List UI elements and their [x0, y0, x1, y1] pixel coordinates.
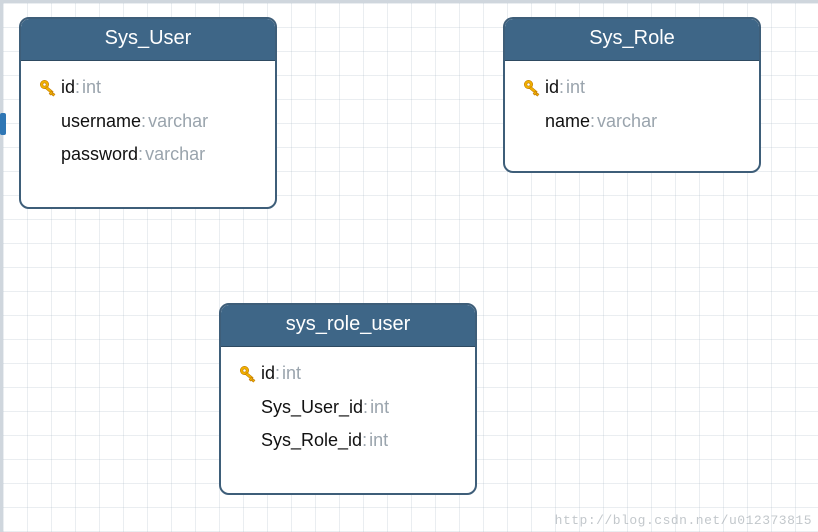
entity-sys_role_user[interactable]: sys_role_user id:intSys_User_id:intSys_R… — [219, 303, 477, 495]
primary-key-icon — [38, 78, 58, 98]
column-type: varchar — [148, 111, 208, 133]
key-slot — [519, 78, 545, 98]
primary-key-icon — [522, 78, 542, 98]
ruler-tick — [0, 113, 6, 135]
column-separator: : — [275, 363, 280, 385]
column-row: Sys_User_id:int — [235, 391, 461, 425]
column-type: int — [369, 430, 388, 452]
column-separator: : — [559, 77, 564, 99]
column-name: id — [261, 363, 275, 385]
watermark-text: http://blog.csdn.net/u012373815 — [555, 513, 812, 528]
entity-title: Sys_User — [21, 19, 275, 61]
column-separator: : — [363, 397, 368, 419]
primary-key-icon — [238, 364, 258, 384]
column-name: Sys_User_id — [261, 397, 363, 419]
column-separator: : — [75, 77, 80, 99]
column-name: name — [545, 111, 590, 133]
column-row: id:int — [35, 71, 261, 105]
column-type: varchar — [145, 144, 205, 166]
entity-title: sys_role_user — [221, 305, 475, 347]
column-separator: : — [362, 430, 367, 452]
entity-sys_role[interactable]: Sys_Role id:intname:varchar — [503, 17, 761, 173]
column-separator: : — [590, 111, 595, 133]
column-row: name:varchar — [519, 105, 745, 139]
entity-title: Sys_Role — [505, 19, 759, 61]
erd-canvas[interactable]: Sys_User id:intusername:varcharpassword:… — [0, 0, 818, 532]
column-separator: : — [141, 111, 146, 133]
entity-sys_user[interactable]: Sys_User id:intusername:varcharpassword:… — [19, 17, 277, 209]
column-name: id — [545, 77, 559, 99]
entity-columns: id:intSys_User_id:intSys_Role_id:int — [221, 347, 475, 472]
column-type: int — [82, 77, 101, 99]
entity-columns: id:intusername:varcharpassword:varchar — [21, 61, 275, 186]
key-slot — [35, 78, 61, 98]
column-type: int — [566, 77, 585, 99]
column-row: id:int — [519, 71, 745, 105]
column-row: Sys_Role_id:int — [235, 424, 461, 458]
column-row: id:int — [235, 357, 461, 391]
column-row: password:varchar — [35, 138, 261, 172]
column-type: varchar — [597, 111, 657, 133]
column-name: id — [61, 77, 75, 99]
key-slot — [235, 364, 261, 384]
column-name: password — [61, 144, 138, 166]
column-name: Sys_Role_id — [261, 430, 362, 452]
column-row: username:varchar — [35, 105, 261, 139]
column-type: int — [282, 363, 301, 385]
column-separator: : — [138, 144, 143, 166]
column-type: int — [370, 397, 389, 419]
column-name: username — [61, 111, 141, 133]
entity-columns: id:intname:varchar — [505, 61, 759, 152]
